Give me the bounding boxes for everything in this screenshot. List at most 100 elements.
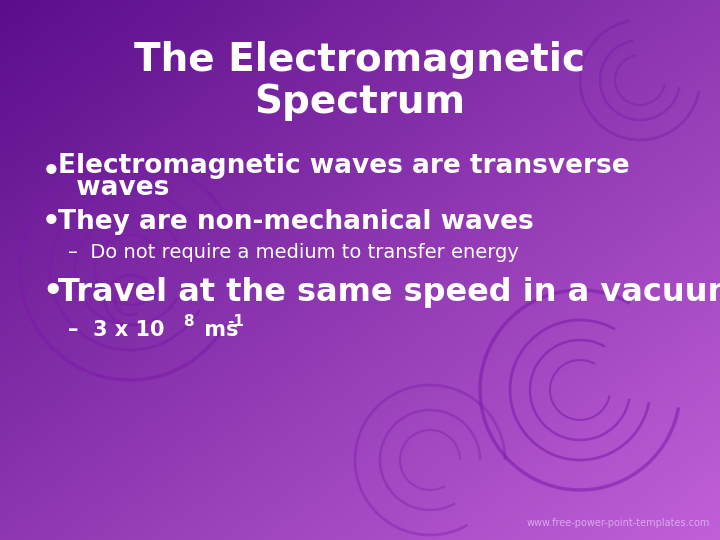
Bar: [662, 409, 670, 416]
Bar: [29, 345, 37, 351]
Bar: [86, 372, 94, 378]
Bar: [130, 156, 138, 162]
Bar: [619, 404, 627, 410]
Bar: [389, 215, 397, 221]
Bar: [7, 156, 15, 162]
Bar: [374, 534, 382, 540]
Bar: [43, 431, 51, 437]
Bar: [360, 129, 368, 135]
Bar: [216, 307, 224, 313]
Bar: [209, 469, 217, 475]
Bar: [454, 496, 462, 502]
Bar: [65, 118, 73, 124]
Bar: [554, 53, 562, 59]
Bar: [94, 382, 102, 389]
Bar: [533, 458, 541, 464]
Bar: [706, 393, 714, 400]
Bar: [396, 534, 404, 540]
Bar: [230, 85, 238, 92]
Bar: [202, 350, 210, 356]
Bar: [202, 253, 210, 259]
Bar: [230, 264, 238, 270]
Bar: [403, 377, 411, 383]
Bar: [655, 139, 663, 146]
Bar: [281, 512, 289, 518]
Bar: [94, 156, 102, 162]
Bar: [58, 210, 66, 216]
Bar: [0, 118, 8, 124]
Bar: [166, 436, 174, 443]
Bar: [626, 372, 634, 378]
Bar: [130, 107, 138, 113]
Bar: [259, 318, 267, 324]
Bar: [533, 183, 541, 189]
Bar: [425, 0, 433, 5]
Bar: [562, 220, 570, 227]
Bar: [295, 307, 303, 313]
Bar: [396, 323, 404, 329]
Bar: [569, 517, 577, 524]
Bar: [554, 161, 562, 167]
Bar: [706, 501, 714, 508]
Bar: [115, 323, 123, 329]
Bar: [598, 134, 606, 140]
Bar: [547, 145, 555, 151]
Bar: [706, 4, 714, 11]
Bar: [468, 377, 476, 383]
Bar: [626, 377, 634, 383]
Bar: [518, 264, 526, 270]
Bar: [144, 37, 152, 43]
Bar: [713, 350, 720, 356]
Bar: [511, 199, 519, 205]
Bar: [590, 318, 598, 324]
Bar: [612, 161, 620, 167]
Bar: [14, 177, 22, 184]
Bar: [158, 318, 166, 324]
Bar: [295, 177, 303, 184]
Bar: [439, 183, 447, 189]
Bar: [317, 366, 325, 373]
Bar: [310, 58, 318, 65]
Bar: [302, 107, 310, 113]
Bar: [216, 37, 224, 43]
Bar: [554, 37, 562, 43]
Bar: [576, 269, 584, 275]
Bar: [238, 204, 246, 211]
Bar: [302, 366, 310, 373]
Bar: [353, 409, 361, 416]
Bar: [382, 48, 390, 54]
Bar: [252, 528, 260, 535]
Bar: [605, 404, 613, 410]
Bar: [446, 204, 454, 211]
Bar: [43, 48, 51, 54]
Bar: [490, 312, 498, 319]
Bar: [554, 85, 562, 92]
Bar: [115, 102, 123, 108]
Bar: [7, 231, 15, 238]
Bar: [295, 350, 303, 356]
Bar: [526, 382, 534, 389]
Bar: [382, 296, 390, 302]
Bar: [425, 490, 433, 497]
Bar: [389, 501, 397, 508]
Bar: [238, 280, 246, 286]
Bar: [468, 215, 476, 221]
Bar: [310, 399, 318, 405]
Bar: [511, 372, 519, 378]
Bar: [166, 48, 174, 54]
Bar: [180, 534, 188, 540]
Bar: [562, 37, 570, 43]
Bar: [374, 280, 382, 286]
Bar: [317, 301, 325, 308]
Bar: [209, 474, 217, 481]
Bar: [14, 53, 22, 59]
Bar: [461, 512, 469, 518]
Bar: [389, 242, 397, 248]
Bar: [562, 469, 570, 475]
Bar: [432, 166, 440, 173]
Bar: [554, 301, 562, 308]
Bar: [360, 31, 368, 38]
Bar: [230, 307, 238, 313]
Bar: [432, 112, 440, 119]
Bar: [50, 80, 58, 86]
